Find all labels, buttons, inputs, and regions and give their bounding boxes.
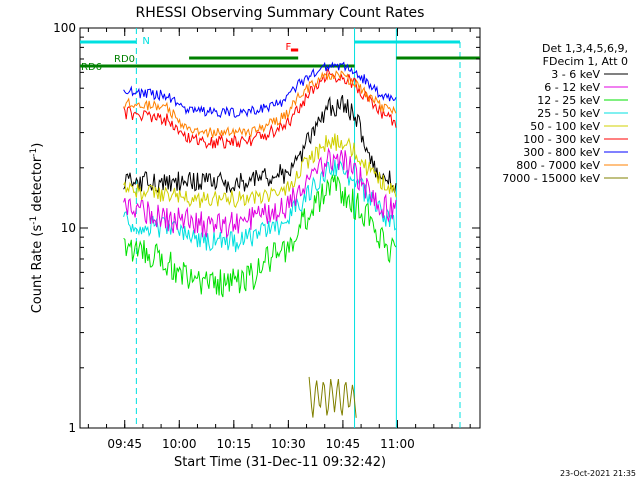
flare-flag-label: F	[285, 42, 291, 53]
x-tick-label: 10:00	[162, 437, 197, 451]
x-axis-label: Start Time (31-Dec-11 09:32:42)	[174, 455, 386, 470]
x-axis: 09:45 10:00 10:15 10:30 10:45 11:00	[87, 28, 471, 451]
series-layer	[123, 61, 397, 418]
night-flag-label: N	[142, 36, 149, 47]
x-tick-label: 10:30	[271, 437, 306, 451]
y-tick-label: 10	[61, 221, 76, 235]
x-tick-label: 09:45	[107, 437, 142, 451]
legend-label-2: 12 - 25 keV	[537, 94, 600, 107]
legend-label-1: 6 - 12 keV	[544, 81, 600, 94]
rd0-flag-label: RD0	[114, 54, 135, 65]
series-line-6	[123, 61, 397, 119]
y-axis: 1 10 100	[53, 21, 480, 435]
legend-label-7: 800 - 7000 keV	[516, 159, 600, 172]
y-axis-label-sup2: -1	[29, 148, 39, 157]
legend-label-6: 300 - 800 keV	[523, 146, 600, 159]
y-tick-label: 1	[68, 421, 76, 435]
legend-label-4: 50 - 100 keV	[530, 120, 600, 133]
legend-label-5: 100 - 300 keV	[523, 133, 600, 146]
y-tick-label: 100	[53, 21, 76, 35]
footer-date: 23-Oct-2021 21:35	[560, 469, 636, 478]
rd6-flag-label: RD6	[81, 62, 102, 73]
y-axis-label-mid: detector	[30, 156, 45, 216]
x-tick-label: 10:15	[217, 437, 252, 451]
series-line-8	[308, 376, 357, 418]
chart-title: RHESSI Observing Summary Count Rates	[136, 5, 425, 21]
y-axis-label: Count Rate (s-1 detector-1)	[29, 143, 45, 314]
legend-label-0: 3 - 6 keV	[551, 68, 600, 81]
x-tick-label: 10:45	[326, 437, 361, 451]
y-axis-label-main: Count Rate (s	[30, 225, 45, 314]
legend-label-8: 7000 - 15000 keV	[502, 172, 600, 185]
legend-header-line-1: Det 1,3,4,5,6,9,	[542, 42, 628, 55]
series-line-1	[123, 147, 397, 239]
legend-label-3: 25 - 50 keV	[537, 107, 600, 120]
series-line-2	[123, 173, 397, 298]
x-tick-label: 11:00	[380, 437, 415, 451]
y-axis-label-sup1: -1	[29, 216, 39, 225]
series-line-0	[123, 95, 397, 194]
series-line-7	[123, 70, 397, 138]
series-line-4	[123, 133, 397, 208]
legend-header-line-2: FDecim 1, Att 0	[543, 55, 628, 68]
flag-bars: N RD0 RD6 F	[80, 28, 480, 428]
series-line-3	[123, 159, 397, 253]
y-axis-label-end: )	[30, 143, 45, 148]
